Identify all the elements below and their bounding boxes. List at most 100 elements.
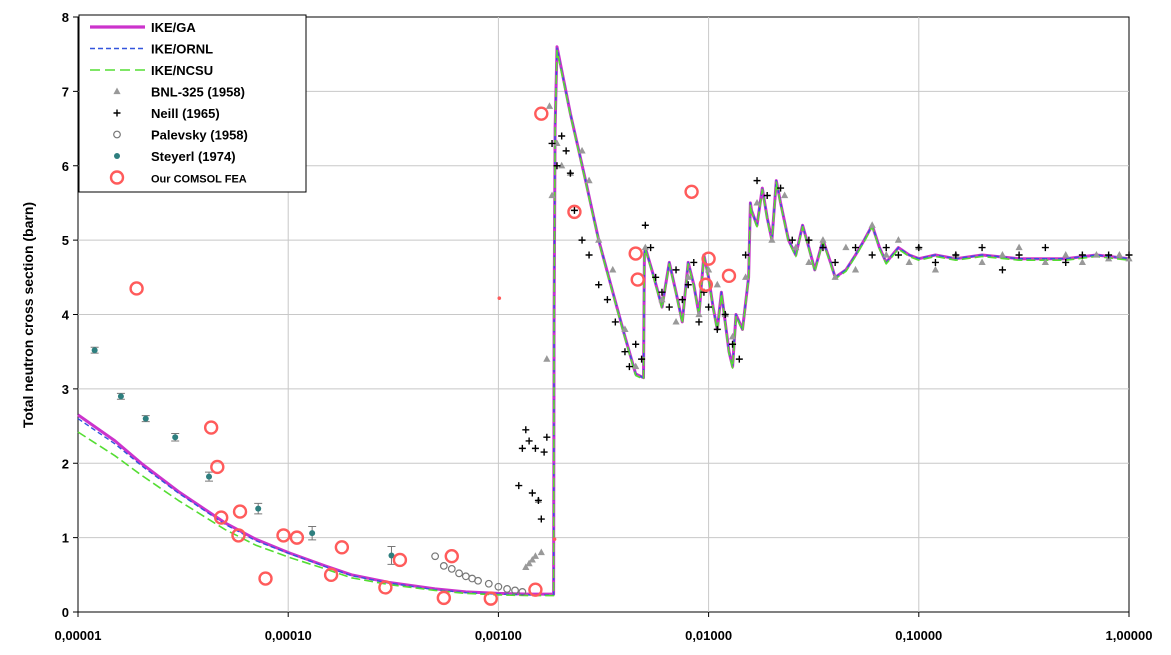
data-point (570, 206, 578, 214)
data-point (543, 355, 551, 362)
data-point (931, 265, 940, 273)
data-point (672, 317, 680, 325)
x-tick-label: 0,00001 (55, 628, 102, 643)
data-point (90, 346, 99, 354)
data-point (1078, 258, 1086, 266)
data-point (805, 236, 813, 244)
data-point (647, 244, 655, 252)
series-marks (497, 296, 557, 541)
data-point (603, 296, 611, 304)
y-tick-label: 8 (62, 10, 69, 25)
data-point (436, 590, 452, 606)
data-point (558, 161, 566, 169)
data-point (998, 251, 1007, 258)
data-point (578, 146, 586, 154)
data-point (628, 246, 643, 261)
legend-swatch (109, 170, 125, 185)
data-point (567, 204, 582, 220)
data-point (484, 579, 493, 588)
data-point (638, 355, 646, 363)
data-point (483, 591, 498, 606)
data-point (641, 243, 649, 251)
legend-item: IKE/GA (90, 20, 196, 35)
data-point (518, 588, 527, 596)
data-point (684, 273, 692, 280)
x-tick-label: 0,00100 (475, 628, 522, 643)
data-point (805, 258, 813, 266)
data-point (611, 318, 619, 326)
data-point (534, 496, 542, 504)
data-point (543, 433, 551, 441)
data-point (553, 162, 561, 170)
data-point (1125, 251, 1133, 259)
data-point (781, 191, 789, 199)
data-point (713, 280, 721, 288)
data-point (447, 564, 456, 573)
series-layer (77, 45, 1133, 606)
data-point (431, 552, 440, 561)
data-point (129, 281, 144, 296)
data-point (792, 243, 800, 251)
data-point (308, 525, 317, 541)
series-neill-1965 (515, 132, 1133, 523)
data-point (534, 106, 549, 121)
data-point (528, 582, 543, 597)
data-point (931, 258, 939, 266)
data-point (141, 415, 150, 423)
data-point (1078, 251, 1086, 259)
data-point (915, 244, 923, 252)
data-point (621, 325, 629, 332)
data-point (742, 273, 750, 280)
data-point (254, 502, 263, 515)
data-point (609, 265, 617, 273)
data-point (522, 563, 530, 570)
data-point (1092, 251, 1101, 258)
data-point (641, 221, 649, 229)
data-point (548, 191, 556, 199)
data-point (203, 420, 219, 435)
legend: IKE/GA IKE/ORNL IKE/NCSU BNL-325 (1958) Neil… (78, 14, 307, 193)
data-point (763, 192, 771, 199)
data-point (894, 236, 903, 243)
data-point (562, 147, 570, 155)
y-tick-label: 4 (62, 308, 70, 323)
data-point (1015, 251, 1023, 259)
data-point (1041, 244, 1049, 252)
data-point (213, 510, 229, 525)
data-point (552, 537, 557, 541)
data-point (595, 281, 603, 289)
data-point (632, 362, 640, 370)
legend-item: Neill (1965) (113, 106, 220, 121)
data-point (753, 177, 761, 185)
legend-label: Our COMSOL FEA (151, 174, 247, 186)
data-point (695, 318, 703, 326)
data-point (665, 303, 673, 311)
data-point (205, 471, 214, 482)
data-point (905, 258, 913, 266)
data-point (392, 552, 408, 568)
data-point (387, 546, 396, 565)
axes: 0 1 2 3 4 5 6 7 8 0,00001 0,00010 0,00100 0,01000 0,1… (55, 10, 1153, 643)
legend-label: Neill (1965) (151, 106, 220, 121)
data-point (729, 340, 737, 348)
data-point (511, 586, 519, 595)
y-tick-label: 7 (62, 84, 69, 99)
series-our-comsol-fea (129, 106, 737, 606)
series-bnl-325-1958 (522, 102, 1133, 570)
data-point (558, 132, 566, 140)
data-point (545, 102, 554, 109)
data-point (1062, 251, 1070, 258)
data-point (672, 266, 680, 274)
data-point (658, 295, 666, 303)
data-point (289, 530, 305, 545)
data-point (851, 265, 860, 273)
data-point (528, 555, 536, 563)
legend-label: Palevsky (1958) (151, 128, 248, 143)
data-point (630, 272, 645, 287)
data-point (231, 528, 246, 543)
data-point (819, 244, 827, 252)
y-tick-label: 5 (62, 233, 69, 248)
legend-item: BNL-325 (1958) (113, 85, 245, 100)
legend-label: IKE/GA (151, 20, 196, 35)
data-point (735, 355, 743, 363)
